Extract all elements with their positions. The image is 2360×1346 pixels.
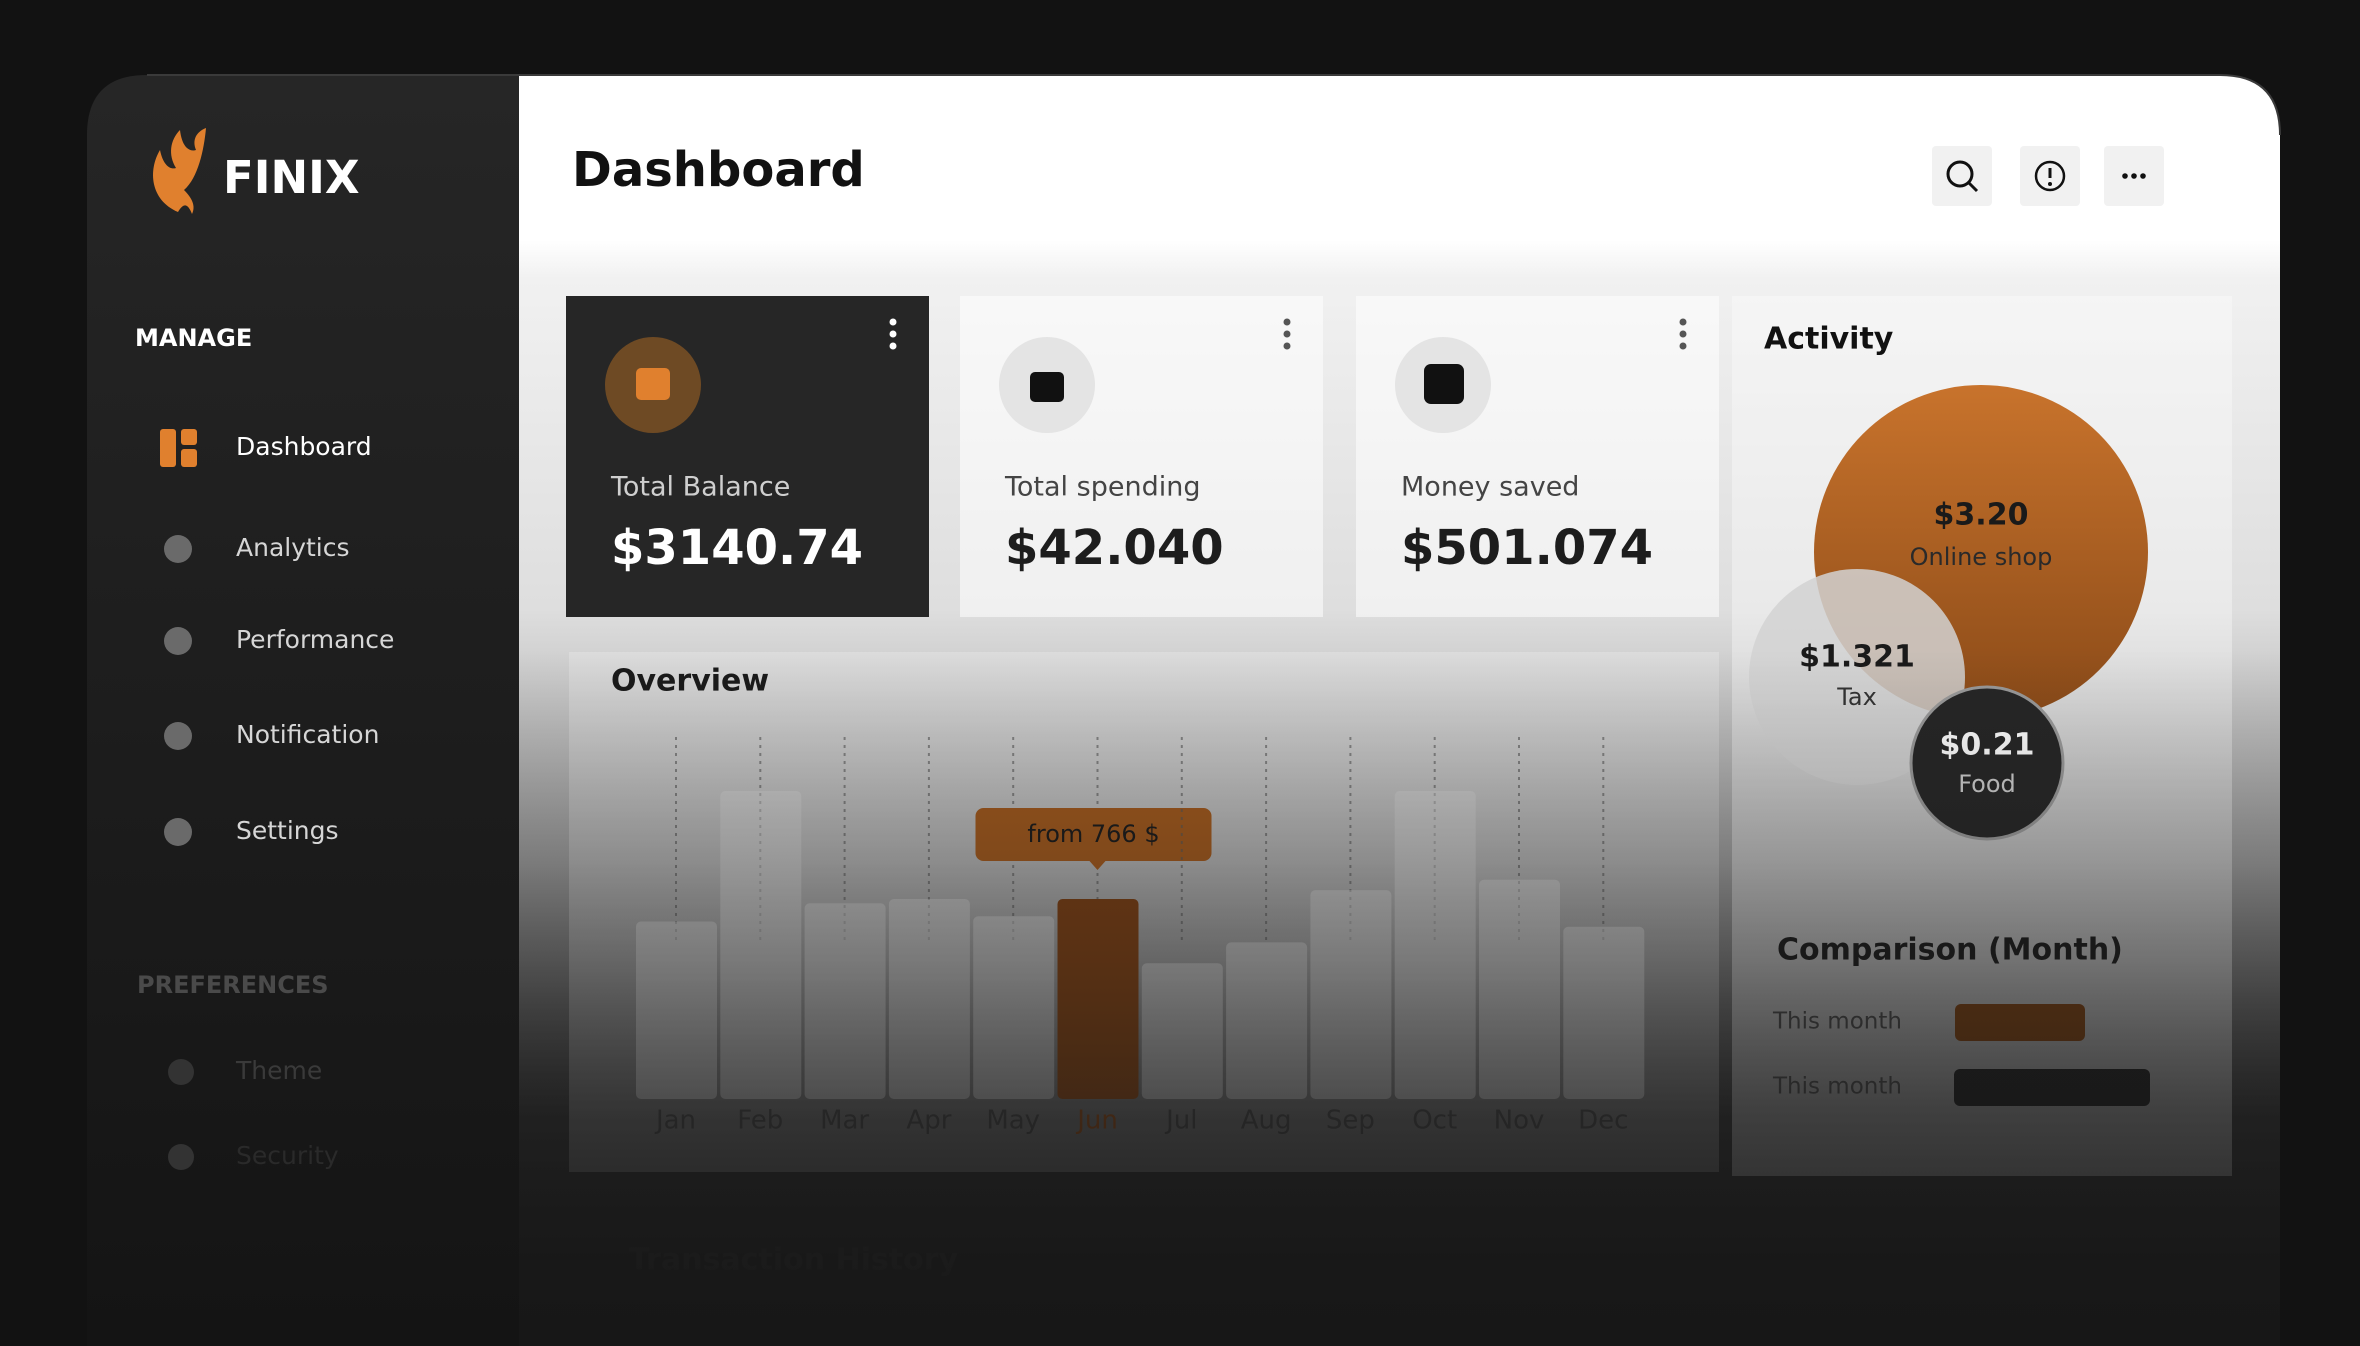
card-menu: [1283, 342, 1291, 350]
brand-name: FINIX: [223, 151, 360, 204]
bubble-value: $3.20: [1934, 498, 2029, 533]
search-icon: [1967, 181, 1979, 193]
header-button[interactable]: [2104, 146, 2164, 206]
nav-icon: [164, 818, 192, 846]
header-button[interactable]: [1932, 146, 1992, 206]
header-button[interactable]: [2020, 146, 2080, 206]
card-menu: [889, 318, 897, 326]
card-value: $501.074: [1401, 520, 1653, 576]
card-menu: [889, 330, 897, 338]
more-icon: [2122, 173, 2128, 179]
frame-edge: [147, 74, 2281, 136]
card-menu: [889, 342, 897, 350]
nav-icon: [181, 429, 197, 445]
card-menu: [1679, 318, 1687, 326]
card-value: $3140.74: [611, 520, 863, 576]
card-value: $42.040: [1005, 520, 1224, 576]
nav-icon: [168, 1059, 194, 1085]
frame: FINIX MANAGE Dashboard Analytics Performance…: [87, 75, 2280, 1346]
panel-title: Activity: [1764, 322, 1894, 357]
more-icon: [2140, 173, 2146, 179]
button-bg[interactable]: [1932, 146, 1992, 206]
nav-icon: [164, 722, 192, 750]
sidebar: [87, 75, 519, 1346]
nav-item: Security: [236, 1141, 339, 1170]
nav-item: Notification: [236, 720, 379, 749]
search-icon: [1946, 160, 1974, 188]
page-title: Dashboard: [572, 142, 865, 198]
logo-icon: [153, 128, 206, 214]
card-menu: [1679, 342, 1687, 350]
info-icon: [2048, 182, 2052, 186]
section-heading: PREFERENCES: [137, 971, 329, 999]
card-icon: [636, 368, 670, 400]
card-menu: [1283, 318, 1291, 326]
nav-item: Settings: [236, 816, 339, 845]
nav-icon: [160, 429, 176, 467]
card-icon: [1424, 364, 1464, 404]
nav-icon: [164, 627, 192, 655]
nav-item: Dashboard: [236, 432, 372, 461]
bubble-label: Online shop: [1910, 543, 2053, 571]
nav-icon: [168, 1144, 194, 1170]
nav-icon: [164, 535, 192, 563]
card-menu: [1283, 330, 1291, 338]
nav-item: Theme: [235, 1056, 322, 1085]
bottom-fade: [519, 650, 2280, 1346]
more-icon: [2131, 173, 2137, 179]
section-heading: MANAGE: [135, 324, 252, 352]
nav-item: Performance: [236, 625, 394, 654]
card-label: Money saved: [1401, 472, 1579, 503]
card-icon: [1030, 372, 1064, 402]
card-label: Total Balance: [610, 472, 790, 503]
nav-item: Analytics: [236, 533, 350, 562]
nav-icon: [181, 449, 197, 467]
card-label: Total spending: [1004, 472, 1200, 503]
card-menu: [1679, 330, 1687, 338]
info-icon: [2034, 160, 2066, 192]
